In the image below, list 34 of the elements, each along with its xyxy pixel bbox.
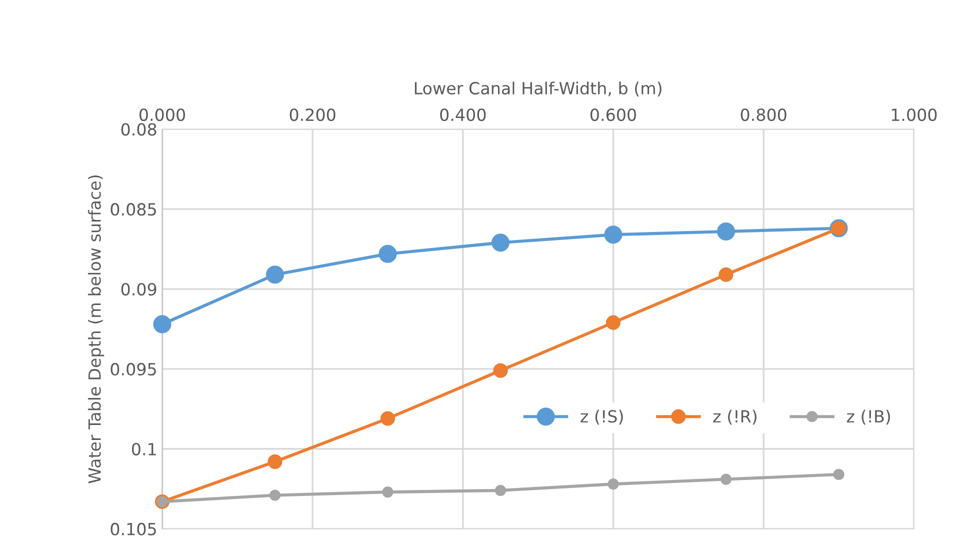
legend-label: z (!B) <box>846 410 890 425</box>
point <box>608 478 619 490</box>
x-tick-label: 0.400 <box>440 108 486 122</box>
x-axis-title: Lower Canal Half-Width, b (m) <box>414 82 662 96</box>
point <box>606 315 621 330</box>
y-axis-title: Water Table Depth (m below surface) <box>88 176 104 484</box>
x-tick-label: 0.000 <box>139 108 185 122</box>
point <box>266 266 284 284</box>
point <box>493 363 508 378</box>
point <box>716 222 736 241</box>
point <box>378 244 397 263</box>
point <box>380 411 396 426</box>
x-tick-label: 1.000 <box>892 108 937 122</box>
point <box>718 267 734 282</box>
y-tick-label: 0.1 <box>132 442 156 456</box>
point <box>382 486 394 498</box>
point <box>268 454 282 469</box>
y-tick-label: 0.085 <box>110 203 156 216</box>
point <box>604 226 622 244</box>
point <box>720 474 732 485</box>
x-tick-label: 0.200 <box>290 108 336 122</box>
x-tick-label: 0.600 <box>590 108 636 122</box>
point <box>269 490 281 501</box>
point <box>494 484 506 496</box>
point <box>153 315 172 334</box>
y-tick-label: 0.09 <box>121 282 156 296</box>
y-tick-label: 0.095 <box>110 362 156 376</box>
point <box>491 234 510 252</box>
legend-label: z (!S) <box>580 410 623 425</box>
y-tick-label: 0.08 <box>121 123 156 136</box>
legend-label: z (!R) <box>713 410 756 425</box>
y-tick-label: 0.105 <box>110 522 156 536</box>
point <box>833 468 844 480</box>
x-tick-label: 0.800 <box>740 108 786 122</box>
